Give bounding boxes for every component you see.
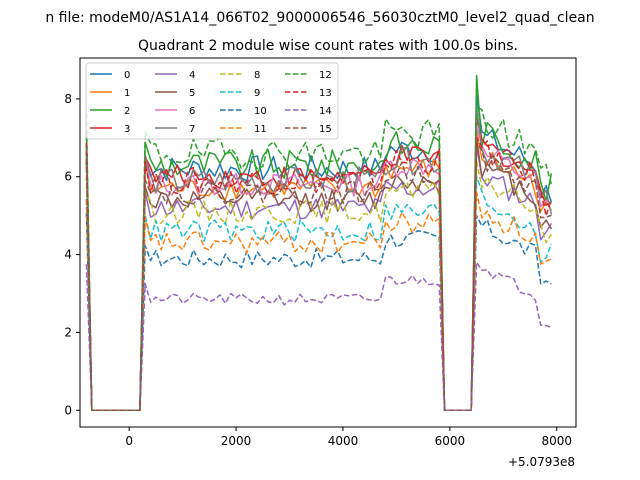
series-line-15 <box>85 140 552 412</box>
legend-label-8: 8 <box>254 70 260 81</box>
x-axis-offset-label: +5.0793e8 <box>508 455 575 469</box>
legend-label-12: 12 <box>319 70 332 81</box>
legend-label-9: 9 <box>254 88 260 99</box>
legend-label-10: 10 <box>254 106 267 117</box>
x-tick-label: 8000 <box>541 434 572 448</box>
y-tick-label: 2 <box>64 325 72 339</box>
y-tick-label: 8 <box>64 92 72 106</box>
y-tick-label: 4 <box>64 248 72 262</box>
chart-title: Quadrant 2 module wise count rates with … <box>138 38 518 54</box>
x-axis: 0 2000 4000 6000 8000 <box>125 427 572 448</box>
series-line-14 <box>85 261 552 412</box>
legend-label-5: 5 <box>189 88 195 99</box>
legend-label-7: 7 <box>189 124 195 135</box>
x-tick-label: 0 <box>125 434 133 448</box>
series-line-12 <box>85 105 553 412</box>
series-line-13 <box>85 137 553 412</box>
figure-suptitle: n file: modeM0/AS1A14_066T02_9000006546_… <box>45 10 594 26</box>
legend-label-4: 4 <box>189 70 195 81</box>
legend-label-6: 6 <box>189 106 195 117</box>
legend-label-15: 15 <box>319 124 332 135</box>
legend-label-0: 0 <box>124 70 130 81</box>
legend-label-1: 1 <box>124 88 130 99</box>
series-line-3 <box>85 117 552 412</box>
legend-label-3: 3 <box>124 124 130 135</box>
series-line-7 <box>85 105 553 412</box>
y-tick-label: 0 <box>64 403 72 417</box>
legend-label-14: 14 <box>319 106 332 117</box>
y-axis: 0 2 4 6 8 <box>64 92 80 417</box>
plot-area-frame <box>79 57 577 428</box>
x-tick-label: 2000 <box>221 434 252 448</box>
legend-label-11: 11 <box>254 124 267 135</box>
x-tick-label: 6000 <box>435 434 466 448</box>
series-line-10 <box>85 212 552 412</box>
x-tick-label: 4000 <box>328 434 359 448</box>
series-line-9 <box>85 175 553 412</box>
series-layer <box>85 74 553 412</box>
y-tick-label: 6 <box>64 170 72 184</box>
legend-label-13: 13 <box>319 88 332 99</box>
legend-label-2: 2 <box>124 106 130 117</box>
legend-frame <box>85 62 339 140</box>
